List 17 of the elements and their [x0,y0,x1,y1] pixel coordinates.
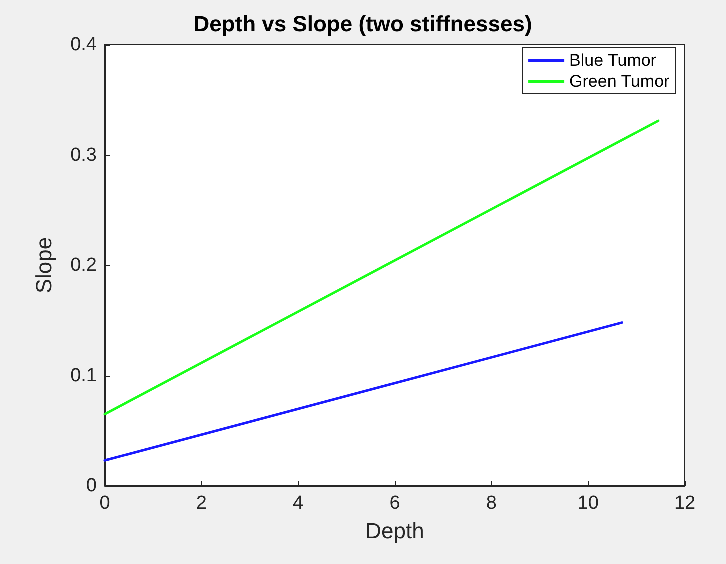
x-tick-label: 4 [293,493,304,514]
y-tick-label: 0.1 [70,365,97,386]
y-tick-label: 0.2 [70,255,97,276]
y-tick-label: 0.4 [70,34,98,56]
x-tick-label: 10 [578,493,599,514]
x-tick-label: 12 [674,493,696,514]
x-axis-title: Depth [366,518,424,544]
y-tick-label: 0.3 [70,144,97,166]
x-tick-label: 8 [486,493,497,514]
y-axis-title: Slope [32,237,56,294]
x-tick-label: 2 [196,493,207,514]
legend-label: Green Tumor [570,72,670,91]
legend-label: Blue Tumor [570,51,657,70]
chart-title: Depth vs Slope (two stiffnesses) [194,12,532,36]
y-tick-label: 0 [86,476,97,496]
x-tick-label: 6 [390,493,400,514]
x-tick-label: 0 [100,493,110,514]
